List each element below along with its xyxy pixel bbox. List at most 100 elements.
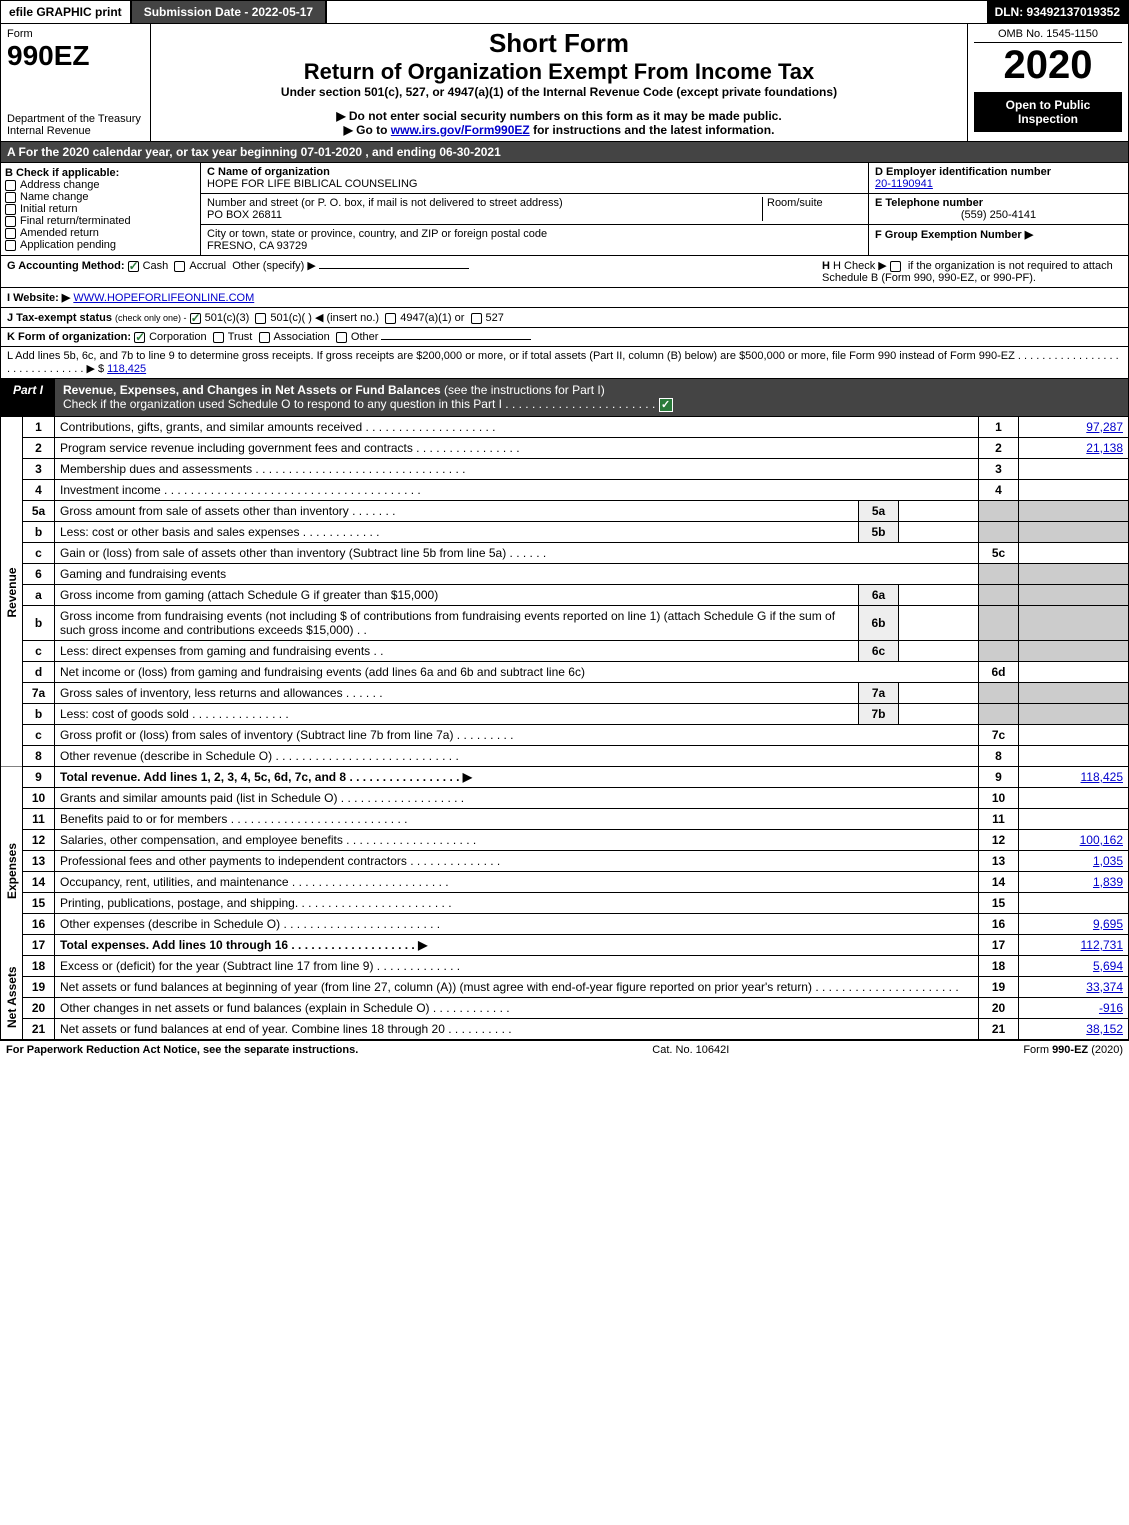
line14-amount[interactable]: 1,839 xyxy=(1093,875,1123,889)
row-i: I Website: ▶ WWW.HOPEFORLIFEONLINE.COM xyxy=(0,288,1129,308)
f-label: F Group Exemption Number ▶ xyxy=(875,229,1033,241)
goto-suffix: for instructions and the latest informat… xyxy=(533,123,774,137)
row-j: J Tax-exempt status (check only one) - 5… xyxy=(0,308,1129,328)
check-schedule-b[interactable] xyxy=(890,261,901,272)
ein-value[interactable]: 20-1190941 xyxy=(875,178,933,190)
line18-amount[interactable]: 5,694 xyxy=(1093,959,1123,973)
part1-title: Revenue, Expenses, and Changes in Net As… xyxy=(55,379,1128,416)
city-block: City or town, state or province, country… xyxy=(201,225,868,255)
footer-center: Cat. No. 10642I xyxy=(652,1044,729,1056)
d-label: D Employer identification number xyxy=(875,166,1051,178)
phone-block: E Telephone number (559) 250-4141 xyxy=(869,194,1128,225)
org-name: HOPE FOR LIFE BIBLICAL COUNSELING xyxy=(207,178,417,190)
h-text: H Check ▶ xyxy=(833,260,890,272)
form-label: Form xyxy=(7,28,144,40)
table-row: d Net income or (loss) from gaming and f… xyxy=(1,661,1129,682)
table-row: b Less: cost or other basis and sales ex… xyxy=(1,521,1129,542)
info-grid: B Check if applicable: Address change Na… xyxy=(0,163,1129,256)
check-final-return[interactable]: Final return/terminated xyxy=(5,215,196,227)
tax-year: 2020 xyxy=(974,43,1122,88)
line12-amount[interactable]: 100,162 xyxy=(1080,833,1123,847)
table-row: Revenue 1 Contributions, gifts, grants, … xyxy=(1,417,1129,438)
net-assets-side-label: Net Assets xyxy=(1,955,23,1039)
open-to-public: Open to Public Inspection xyxy=(974,92,1122,132)
check-corporation[interactable] xyxy=(134,332,145,343)
gross-receipts-amount[interactable]: 118,425 xyxy=(107,363,146,375)
dln-number: DLN: 93492137019352 xyxy=(987,1,1128,23)
check-amended-return[interactable]: Amended return xyxy=(5,227,196,239)
table-row: Expenses 10 Grants and similar amounts p… xyxy=(1,787,1129,808)
table-row: Net Assets 18 Excess or (deficit) for th… xyxy=(1,955,1129,976)
footer-left: For Paperwork Reduction Act Notice, see … xyxy=(6,1044,358,1056)
form-header: Form 990EZ Department of the Treasury In… xyxy=(0,24,1129,142)
row-g-h: G Accounting Method: Cash Accrual Other … xyxy=(0,256,1129,288)
check-application-pending[interactable]: Application pending xyxy=(5,239,196,251)
table-row: a Gross income from gaming (attach Sched… xyxy=(1,584,1129,605)
table-row: 6 Gaming and fundraising events xyxy=(1,563,1129,584)
group-exemption-block: F Group Exemption Number ▶ xyxy=(869,225,1128,244)
box-b: B Check if applicable: Address change Na… xyxy=(1,163,201,255)
goto-link[interactable]: www.irs.gov/Form990EZ xyxy=(391,123,530,137)
table-row: c Gross profit or (loss) from sales of i… xyxy=(1,724,1129,745)
table-row: 12 Salaries, other compensation, and emp… xyxy=(1,829,1129,850)
part1-header: Part I Revenue, Expenses, and Changes in… xyxy=(0,379,1129,417)
under-section: Under section 501(c), 527, or 4947(a)(1)… xyxy=(157,85,961,99)
line2-amount[interactable]: 21,138 xyxy=(1086,441,1123,455)
header-right: OMB No. 1545-1150 2020 Open to Public In… xyxy=(968,24,1128,141)
check-address-change[interactable]: Address change xyxy=(5,179,196,191)
table-row: 11 Benefits paid to or for members . . .… xyxy=(1,808,1129,829)
table-row: 13 Professional fees and other payments … xyxy=(1,850,1129,871)
line21-amount[interactable]: 38,152 xyxy=(1086,1022,1123,1036)
check-initial-return[interactable]: Initial return xyxy=(5,203,196,215)
line19-amount[interactable]: 33,374 xyxy=(1086,980,1123,994)
table-row: b Gross income from fundraising events (… xyxy=(1,605,1129,640)
room-label: Room/suite xyxy=(767,197,823,209)
check-4947[interactable] xyxy=(385,313,396,324)
table-row: 2 Program service revenue including gove… xyxy=(1,437,1129,458)
check-name-change[interactable]: Name change xyxy=(5,191,196,203)
check-cash[interactable] xyxy=(128,261,139,272)
phone-value: (559) 250-4141 xyxy=(875,209,1122,221)
irs-label: Internal Revenue xyxy=(7,125,144,137)
return-title: Return of Organization Exempt From Incom… xyxy=(157,59,961,85)
line16-amount[interactable]: 9,695 xyxy=(1093,917,1123,931)
dept-treasury: Department of the Treasury xyxy=(7,113,144,125)
table-row: 5a Gross amount from sale of assets othe… xyxy=(1,500,1129,521)
table-row: 21 Net assets or fund balances at end of… xyxy=(1,1018,1129,1039)
ein-block: D Employer identification number 20-1190… xyxy=(869,163,1128,194)
efile-print-label[interactable]: efile GRAPHIC print xyxy=(1,1,132,23)
line20-amount[interactable]: -916 xyxy=(1099,1001,1123,1015)
j-label: J Tax-exempt status xyxy=(7,312,112,324)
check-association[interactable] xyxy=(259,332,270,343)
check-trust[interactable] xyxy=(213,332,224,343)
table-row: 14 Occupancy, rent, utilities, and maint… xyxy=(1,871,1129,892)
street-block: Number and street (or P. O. box, if mail… xyxy=(201,194,868,225)
top-bar: efile GRAPHIC print Submission Date - 20… xyxy=(0,0,1129,24)
revenue-side-label: Revenue xyxy=(1,417,23,767)
check-other-org[interactable] xyxy=(336,332,347,343)
check-accrual[interactable] xyxy=(174,261,185,272)
line9-amount[interactable]: 118,425 xyxy=(1081,770,1124,784)
check-501c3[interactable] xyxy=(190,313,201,324)
part1-label: Part I xyxy=(1,379,55,416)
table-row: 16 Other expenses (describe in Schedule … xyxy=(1,913,1129,934)
table-row: 15 Printing, publications, postage, and … xyxy=(1,892,1129,913)
g-label: G Accounting Method: xyxy=(7,260,125,272)
page-footer: For Paperwork Reduction Act Notice, see … xyxy=(0,1040,1129,1059)
c-label: C Name of organization xyxy=(207,166,330,178)
website-link[interactable]: WWW.HOPEFORLIFEONLINE.COM xyxy=(73,292,254,304)
do-not-enter: ▶ Do not enter social security numbers o… xyxy=(157,109,961,123)
line13-amount[interactable]: 1,035 xyxy=(1093,854,1123,868)
check-527[interactable] xyxy=(471,313,482,324)
row-l: L Add lines 5b, 6c, and 7b to line 9 to … xyxy=(0,347,1129,379)
table-row: b Less: cost of goods sold . . . . . . .… xyxy=(1,703,1129,724)
table-row: 17 Total expenses. Add lines 10 through … xyxy=(1,934,1129,955)
goto-prefix: ▶ Go to xyxy=(344,123,391,137)
table-row: 9 Total revenue. Add lines 1, 2, 3, 4, 5… xyxy=(1,766,1129,787)
omb-number: OMB No. 1545-1150 xyxy=(974,28,1122,43)
e-label: E Telephone number xyxy=(875,197,983,209)
box-d: D Employer identification number 20-1190… xyxy=(868,163,1128,255)
line1-amount[interactable]: 97,287 xyxy=(1086,420,1123,434)
check-501c[interactable] xyxy=(255,313,266,324)
line17-amount[interactable]: 112,731 xyxy=(1081,938,1124,952)
